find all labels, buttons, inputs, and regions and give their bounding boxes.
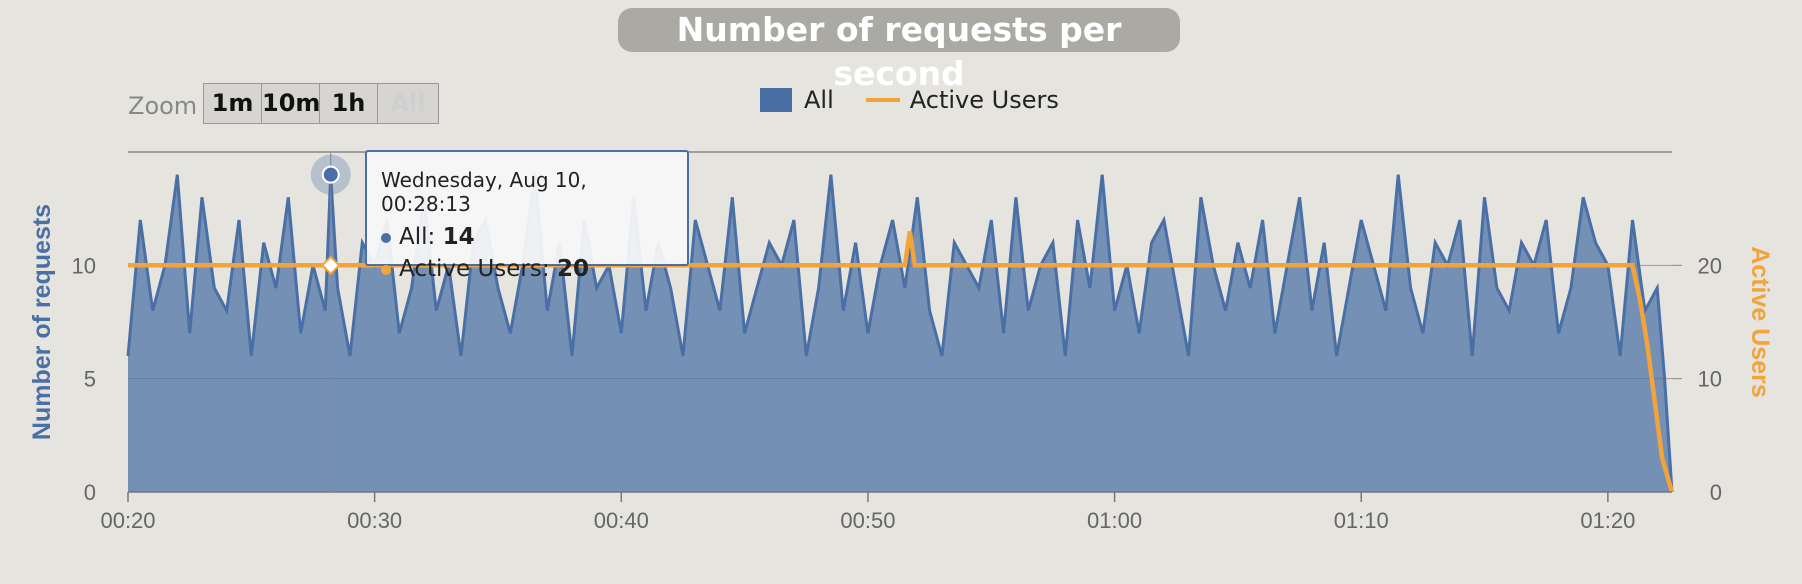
tooltip-value-all: 14 bbox=[442, 224, 475, 250]
y-left-tick-label: 0 bbox=[84, 480, 96, 505]
tooltip-row-active-users: Active Users: 20 bbox=[381, 256, 673, 282]
x-tick-label: 00:40 bbox=[594, 508, 649, 533]
legend-label-all[interactable]: All bbox=[804, 86, 834, 114]
legend-label-active-users[interactable]: Active Users bbox=[909, 86, 1059, 114]
zoom-10m-button[interactable]: 10m bbox=[262, 84, 320, 123]
tooltip: Wednesday, Aug 10, 00:28:13 All: 14 Acti… bbox=[365, 150, 689, 282]
zoom-1h-button[interactable]: 1h bbox=[320, 84, 378, 123]
tooltip-name-active-users: Active Users bbox=[399, 256, 542, 282]
tooltip-dot-all bbox=[381, 232, 391, 243]
x-tick-label: 01:20 bbox=[1580, 508, 1635, 533]
legend-swatch-active-users[interactable] bbox=[865, 98, 900, 102]
highlight-marker-active-users bbox=[320, 255, 341, 276]
zoom-label: Zoom bbox=[128, 92, 198, 120]
y-right-tick-label: 0 bbox=[1710, 480, 1722, 505]
x-tick-label: 01:10 bbox=[1334, 508, 1389, 533]
tooltip-date: Wednesday, Aug 10, 00:28:13 bbox=[381, 168, 587, 216]
chart-legend: All Active Users bbox=[760, 86, 1059, 114]
tooltip-value-active-users: 20 bbox=[556, 256, 589, 282]
y-left-axis-title: Number of requests bbox=[28, 204, 56, 440]
x-tick-label: 00:50 bbox=[840, 508, 895, 533]
tooltip-dot-active-users bbox=[381, 264, 391, 275]
y-right-axis-title: Active Users bbox=[1746, 246, 1774, 397]
tooltip-name-all: All bbox=[399, 224, 428, 250]
zoom-1m-button[interactable]: 1m bbox=[204, 84, 262, 123]
y-left-tick-label: 5 bbox=[84, 367, 96, 392]
chart-title: Number of requests per second bbox=[618, 8, 1180, 93]
x-tick-label: 00:30 bbox=[347, 508, 402, 533]
x-tick-label: 00:20 bbox=[100, 508, 155, 533]
y-right-tick-label: 20 bbox=[1698, 253, 1722, 278]
highlight-marker-all bbox=[321, 165, 340, 184]
y-right-tick-label: 10 bbox=[1698, 367, 1722, 392]
series-active-users-line bbox=[128, 230, 1675, 493]
y-left-tick-label: 10 bbox=[72, 253, 96, 278]
legend-swatch-all[interactable] bbox=[760, 88, 792, 112]
zoom-all-button[interactable]: All bbox=[378, 84, 438, 123]
zoom-button-group: 1m 10m 1h All bbox=[203, 83, 439, 124]
x-tick-label: 01:00 bbox=[1087, 508, 1142, 533]
series-all-area bbox=[128, 174, 1672, 492]
tooltip-row-all: All: 14 bbox=[381, 224, 673, 250]
